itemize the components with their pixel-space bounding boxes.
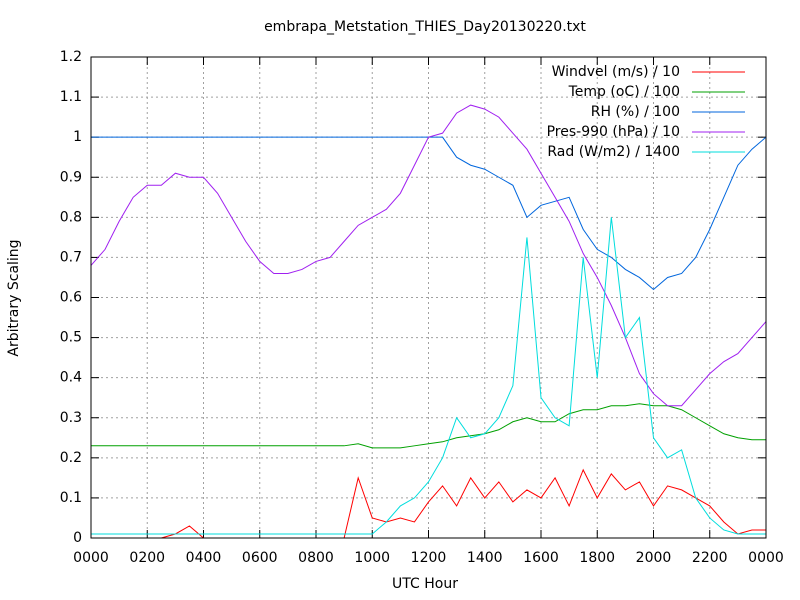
y-tick-label: 0.4 — [60, 370, 82, 386]
x-tick-label: 0600 — [242, 550, 278, 566]
series-line — [90, 104, 767, 407]
x-tick-label: 1400 — [467, 550, 503, 566]
y-tick-label: 0.1 — [60, 490, 82, 506]
y-tick-label: 0 — [73, 530, 82, 546]
y-tick-label: 0.3 — [60, 410, 82, 426]
y-tick-label: 1.1 — [60, 89, 82, 105]
x-tick-label: 2000 — [636, 550, 672, 566]
x-tick-label: 1800 — [579, 550, 615, 566]
x-tick-label: 0000 — [73, 550, 109, 566]
y-axis-label: Arbitrary Scaling — [6, 239, 22, 356]
y-tick-label: 0.8 — [60, 209, 82, 225]
legend-label: Rad (W/m2) / 1400 — [547, 144, 680, 160]
y-tick-label: 1 — [73, 129, 82, 145]
y-tick-label: 0.2 — [60, 450, 82, 466]
y-tick-label: 0.5 — [60, 330, 82, 346]
series-line — [91, 217, 766, 535]
legend-label: Windvel (m/s) / 10 — [552, 64, 680, 80]
x-tick-label: 1600 — [523, 550, 559, 566]
y-tick-label: 0.7 — [60, 249, 82, 265]
x-tick-label: 1200 — [411, 550, 447, 566]
x-tick-label: 2200 — [692, 550, 728, 566]
legend-label: RH (%) / 100 — [591, 104, 680, 120]
x-tick-label: 0200 — [129, 550, 165, 566]
y-tick-label: 0.6 — [60, 290, 82, 306]
y-tick-label: 1.2 — [60, 49, 82, 65]
legend-label: Pres-990 (hPa) / 10 — [547, 124, 680, 140]
x-tick-label: 1000 — [354, 550, 390, 566]
x-tick-label: 0800 — [298, 550, 334, 566]
legend-label: Temp (oC) / 100 — [568, 84, 680, 100]
series-line — [91, 403, 766, 449]
x-tick-label: 0000 — [748, 550, 784, 566]
y-tick-label: 0.9 — [60, 169, 82, 185]
chart-title: embrapa_Metstation_THIES_Day20130220.txt — [264, 19, 586, 35]
plot-border — [90, 56, 767, 539]
x-tick-label: 0400 — [186, 550, 222, 566]
x-axis-label: UTC Hour — [392, 576, 458, 592]
